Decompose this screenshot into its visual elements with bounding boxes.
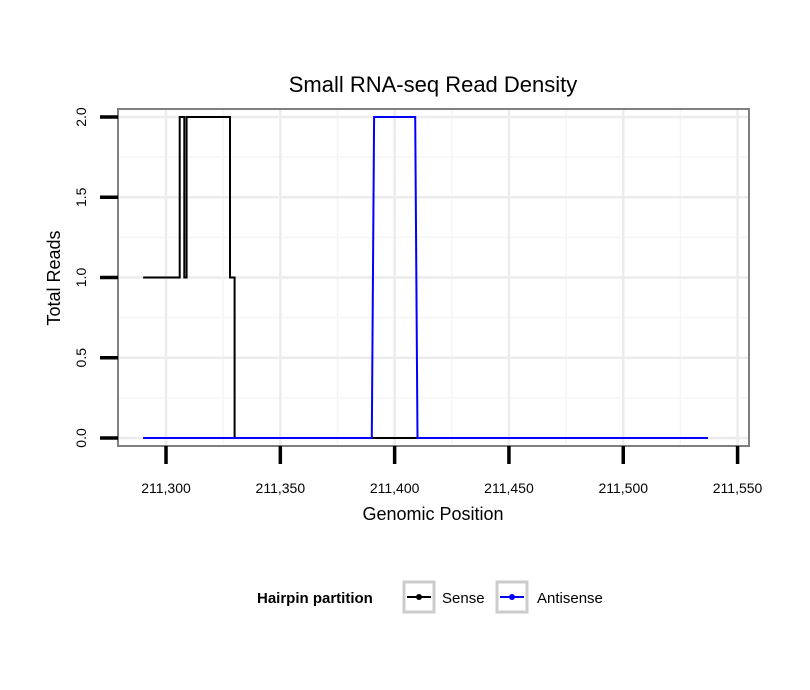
legend: Hairpin partition Sense Antisense [257,580,603,614]
legend-key-antisense-dot [509,594,515,600]
axes: 211,300 211,350 211,400 211,450 211,500 211,5… [73,107,763,496]
y-tick-label: 0.0 [73,428,89,448]
legend-label-antisense: Antisense [537,590,603,607]
chart-title: Small RNA-seq Read Density [289,72,578,97]
y-tick-label: 2.0 [73,107,89,127]
series-line-antisense [143,116,708,439]
x-tick-label: 211,400 [370,480,420,496]
x-tick-label: 211,350 [256,480,306,496]
y-axis-title: Total Reads [44,230,64,325]
legend-key-sense-dot [416,594,422,600]
series-lines [143,116,708,439]
legend-title: Hairpin partition [257,590,373,607]
x-tick-label: 211,450 [484,480,534,496]
y-tick-label: 0.5 [73,348,89,368]
x-axis-title: Genomic Position [362,504,503,524]
y-tick-label: 1.5 [73,187,89,207]
x-tick-label: 211,550 [713,480,763,496]
series-line-sense [143,116,708,439]
x-tick-label: 211,500 [598,480,648,496]
y-tick-label: 1.0 [73,268,89,288]
legend-label-sense: Sense [442,590,485,607]
x-tick-label: 211,300 [141,480,191,496]
